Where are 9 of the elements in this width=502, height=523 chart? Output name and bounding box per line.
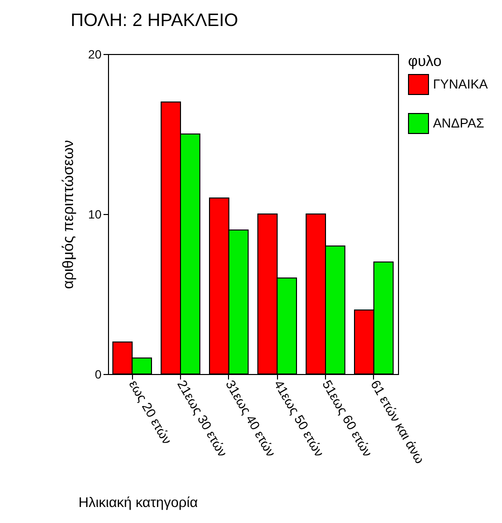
- legend-title: φυλο: [408, 53, 442, 70]
- y-tick-label: 0: [94, 368, 102, 382]
- y-tick-label: 20: [88, 48, 102, 62]
- y-tick-label: 10: [88, 208, 102, 222]
- legend-label: ΓΥΝΑΙΚΑ: [433, 76, 488, 92]
- y-axis-title: αριθμός περιπτώσεων: [60, 140, 78, 290]
- x-axis-title: Ηλικιακή κατηγορία: [78, 494, 198, 510]
- legend-label: ΑΝΔΡΑΣ: [433, 116, 484, 130]
- chart-title: ΠΟΛΗ: 2 ΗΡΑΚΛΕΙΟ: [70, 10, 238, 30]
